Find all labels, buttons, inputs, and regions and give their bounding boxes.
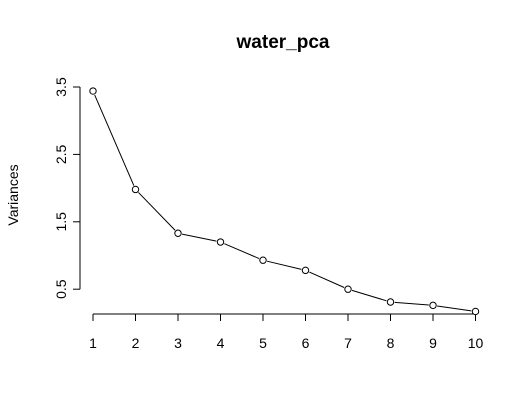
- y-tick-label: 2.5: [53, 144, 69, 164]
- series-segment: [437, 305, 472, 312]
- series-segment: [94, 94, 135, 186]
- y-tick-label: 1.5: [53, 212, 69, 232]
- series-points: [89, 87, 480, 316]
- series-segment: [351, 289, 387, 302]
- series-segment: [182, 233, 217, 242]
- y-tick-label: 0.5: [53, 279, 69, 299]
- data-point: [301, 266, 310, 275]
- y-axis-label: Variances: [5, 164, 21, 225]
- y-tick-label: 3.5: [53, 77, 69, 97]
- data-point: [131, 185, 140, 194]
- x-tick-label: 9: [429, 335, 437, 351]
- data-point: [216, 238, 225, 246]
- data-point: [259, 256, 267, 264]
- series-segment: [394, 301, 429, 306]
- x-tick-label: 6: [302, 335, 310, 351]
- x-axis: 1 2 3 4 5 6 7 8 9 10: [89, 313, 484, 351]
- series-segment: [309, 271, 345, 288]
- data-point: [89, 87, 97, 95]
- x-tick-label: 2: [132, 335, 140, 351]
- x-tick-label: 7: [344, 335, 352, 351]
- data-point: [174, 229, 182, 237]
- x-tick-label: 3: [174, 335, 182, 351]
- x-tick-label: 10: [468, 335, 484, 351]
- series-line: [94, 94, 472, 312]
- data-point: [471, 307, 480, 316]
- x-tick-label: 4: [217, 335, 225, 351]
- series-segment: [266, 260, 302, 270]
- data-point: [429, 301, 437, 310]
- x-tick-label: 5: [259, 335, 267, 351]
- x-tick-label: 1: [89, 335, 97, 351]
- series-segment: [224, 243, 260, 260]
- y-axis: 0.5 1.5 2.5 3.5: [53, 77, 81, 299]
- series-segment: [138, 192, 176, 231]
- data-point: [386, 298, 395, 306]
- chart-title: water_pca: [236, 32, 330, 53]
- x-tick-label: 8: [387, 335, 395, 351]
- data-point: [344, 285, 352, 293]
